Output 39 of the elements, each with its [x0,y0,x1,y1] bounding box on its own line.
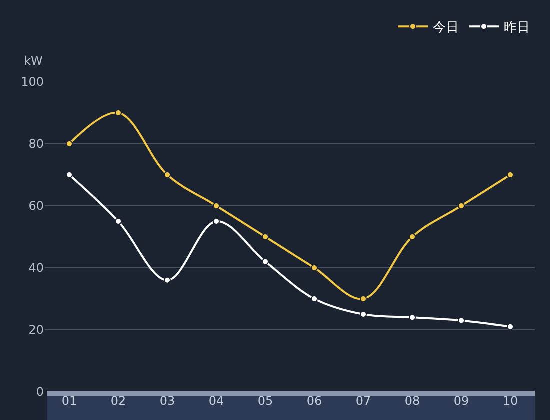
point [458,202,465,210]
point [507,172,514,178]
x-tick-label: 06 [306,394,322,408]
point [458,317,465,324]
point [115,110,122,116]
x-tick-label: 04 [208,394,224,408]
point [164,172,171,178]
x-tick-label: 05 [258,394,274,408]
point [409,314,416,322]
x-tick-label: 03 [160,394,176,408]
x-tick-label: 08 [404,394,420,408]
legend-label: 今日 [433,20,459,36]
point [213,218,220,225]
point [360,296,367,302]
x-tick-label: 07 [356,394,372,408]
y-axis-title: kW [24,54,43,68]
point [115,218,122,225]
y-tick-label: 0 [36,385,44,400]
y-tick-label: 80 [28,137,44,152]
point [66,172,73,178]
point [262,234,269,240]
point [213,202,220,210]
x-tick-label: 10 [502,394,518,408]
y-tick-label: 100 [21,75,44,90]
x-tick-label: 02 [110,394,126,408]
point [164,276,171,284]
x-tick-label: 09 [454,394,470,408]
point [311,264,318,272]
point [360,311,367,318]
y-tick-label: 40 [28,261,44,276]
y-tick-label: 60 [28,199,44,214]
legend-label: 昨日 [504,20,530,36]
point [311,296,318,302]
y-tick-label: 20 [28,323,44,338]
point [409,234,416,240]
point [262,258,269,266]
point [66,140,73,148]
x-tick-label: 01 [62,394,78,408]
point [507,323,514,330]
